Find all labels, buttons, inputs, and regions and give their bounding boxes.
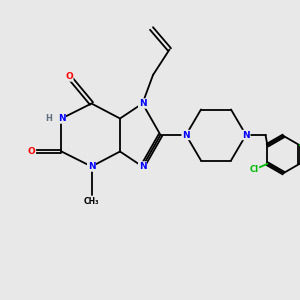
Text: O: O — [65, 72, 73, 81]
Text: H: H — [46, 114, 52, 123]
Text: Cl: Cl — [249, 165, 259, 174]
Text: N: N — [242, 130, 250, 140]
Text: CH₃: CH₃ — [84, 196, 99, 206]
Text: O: O — [28, 147, 35, 156]
Text: N: N — [139, 162, 146, 171]
Text: N: N — [88, 162, 95, 171]
Text: N: N — [139, 99, 146, 108]
Text: N: N — [182, 130, 190, 140]
Text: N: N — [58, 114, 65, 123]
